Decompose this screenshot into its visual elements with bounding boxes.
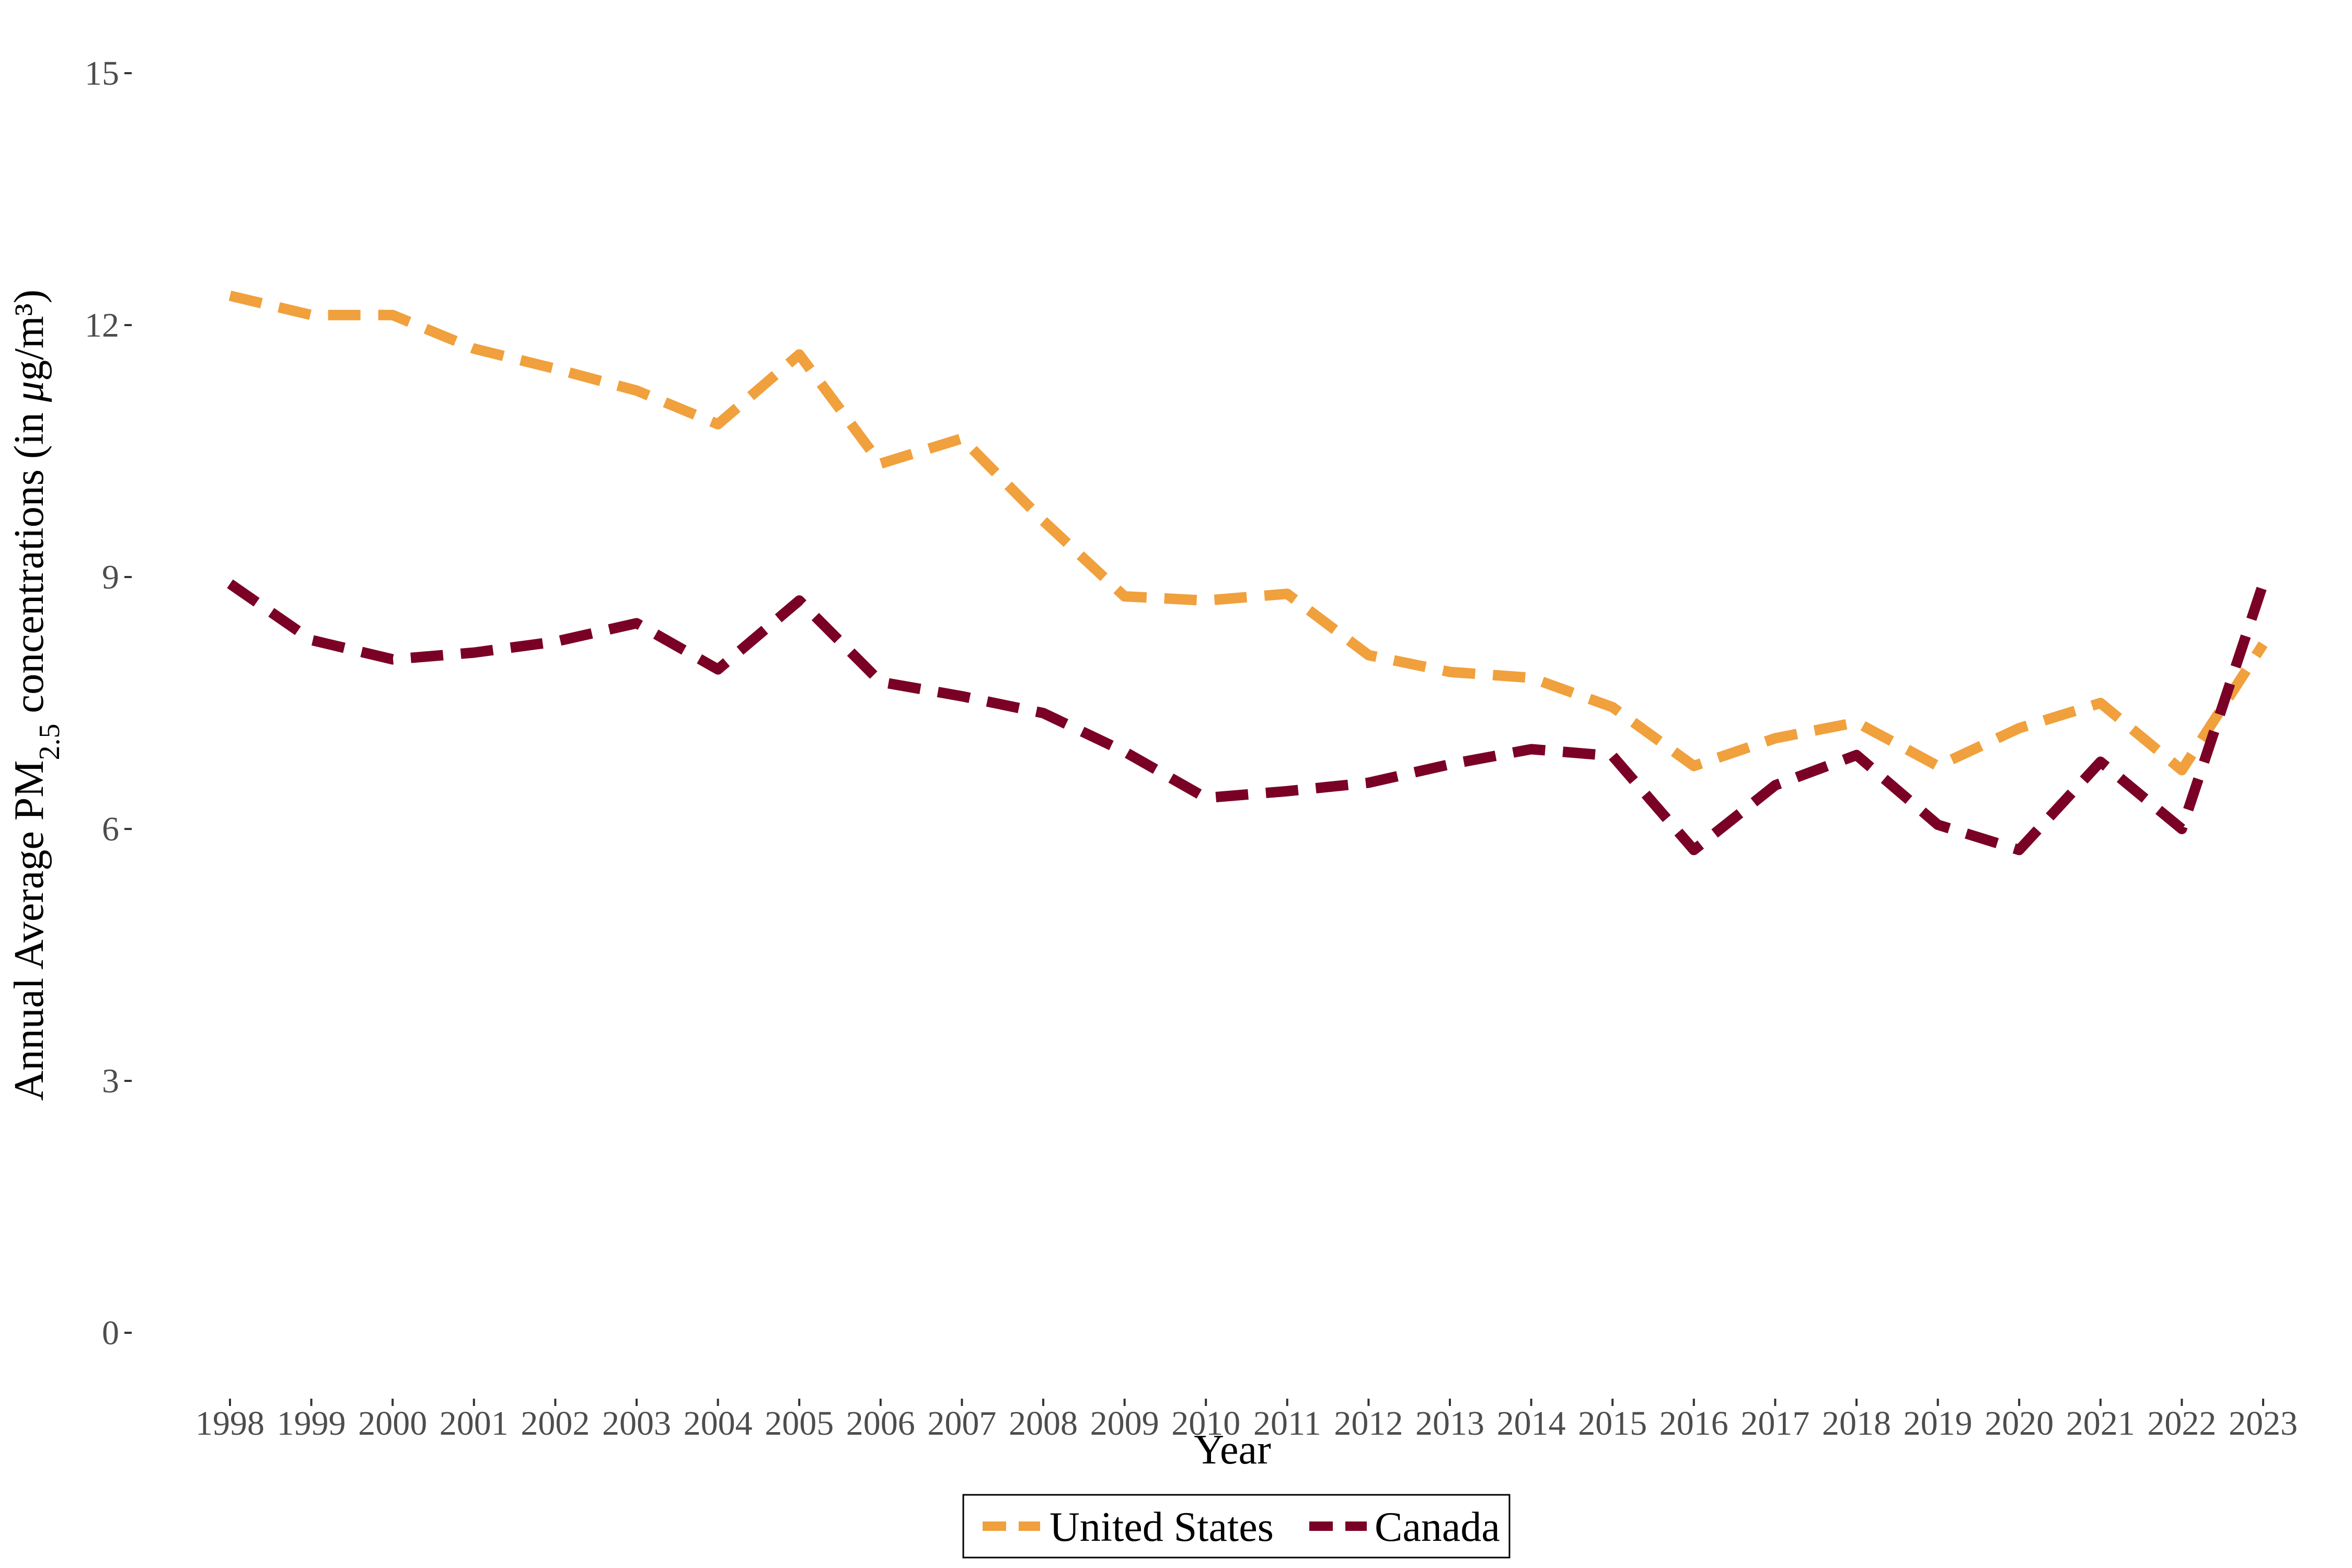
x-tick-label: 2009 xyxy=(1090,1404,1159,1443)
series-line-canada xyxy=(227,579,2268,856)
x-tick-label: 2017 xyxy=(1740,1404,1809,1443)
y-tick-label: 6 xyxy=(102,810,119,848)
x-tick-label: 2000 xyxy=(358,1404,427,1443)
x-tick-label: 2019 xyxy=(1904,1404,1973,1443)
legend-label-united-states: United States xyxy=(1050,1504,1274,1550)
y-tick-label: 3 xyxy=(102,1062,119,1100)
x-tick-label: 2014 xyxy=(1497,1404,1566,1443)
x-tick-label: 2013 xyxy=(1415,1404,1484,1443)
x-axis-title: Year xyxy=(1194,1427,1271,1473)
y-axis-title: Annual Average PM2.5 concentrations (in … xyxy=(6,290,66,1101)
x-tick-label: 2011 xyxy=(1253,1404,1321,1443)
y-axis: 0 3 6 9 12 15 xyxy=(85,54,132,1352)
x-tick-label: 1999 xyxy=(277,1404,346,1443)
y-axis-title-unit: g/m³) xyxy=(6,290,52,381)
y-tick-label: 0 xyxy=(102,1314,119,1352)
x-tick-label: 2003 xyxy=(602,1404,671,1443)
x-tick-label: 2001 xyxy=(440,1404,509,1443)
x-tick-label: 2023 xyxy=(2229,1404,2298,1443)
x-tick-label: 2018 xyxy=(1822,1404,1891,1443)
series-line-united-states xyxy=(228,291,2268,776)
x-axis: 1998 1999 2000 2001 2002 2003 2004 2005 2006 2007… xyxy=(195,1399,2298,1443)
x-tick-label: 2012 xyxy=(1334,1404,1403,1443)
x-tick-label: 2008 xyxy=(1009,1404,1078,1443)
x-tick-label: 2010 xyxy=(1171,1404,1240,1443)
x-tick-label: 2016 xyxy=(1659,1404,1728,1443)
y-axis-title-mu: μ xyxy=(6,381,52,402)
legend: United States Canada xyxy=(962,1494,1511,1559)
y-axis-title-suffix: concentrations (in xyxy=(6,402,52,723)
y-axis-title-subscript: 2.5 xyxy=(33,723,66,760)
x-tick-label: 2021 xyxy=(2066,1404,2135,1443)
x-tick-label: 2005 xyxy=(765,1404,834,1443)
series-layer xyxy=(227,291,2268,856)
y-axis-title-prefix: Annual Average PM xyxy=(6,760,52,1101)
x-tick-label: 2020 xyxy=(1985,1404,2054,1443)
x-tick-label: 2004 xyxy=(684,1404,753,1443)
x-tick-label: 1998 xyxy=(195,1404,264,1443)
x-tick-label: 2006 xyxy=(846,1404,915,1443)
x-tick-label: 2002 xyxy=(521,1404,590,1443)
x-tick-label: 2015 xyxy=(1578,1404,1647,1443)
y-tick-label: 15 xyxy=(85,54,119,93)
legend-label-canada: Canada xyxy=(1375,1504,1500,1550)
x-tick-label: 2022 xyxy=(2147,1404,2216,1443)
x-tick-label: 2007 xyxy=(927,1404,996,1443)
y-tick-label: 12 xyxy=(85,306,119,344)
y-tick-label: 9 xyxy=(102,558,119,596)
legend-box xyxy=(962,1494,1511,1559)
